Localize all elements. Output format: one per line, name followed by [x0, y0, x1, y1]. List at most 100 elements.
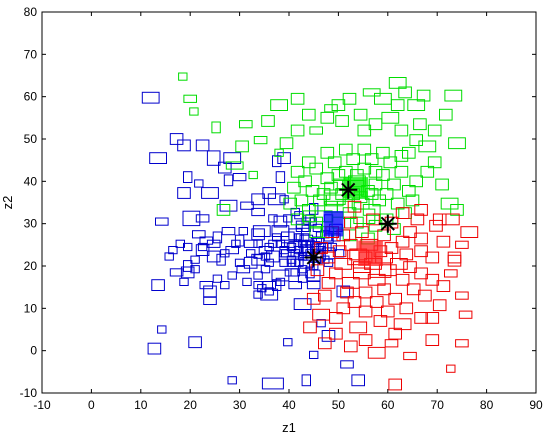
data-point-box	[275, 171, 286, 183]
data-point-box	[405, 194, 420, 207]
data-point-box	[305, 266, 315, 279]
data-point-box	[253, 136, 268, 145]
data-point-box	[268, 214, 278, 223]
data-point-box	[384, 339, 399, 348]
data-point-box	[413, 118, 427, 131]
data-point-box	[439, 108, 453, 121]
data-point-box	[347, 200, 362, 213]
data-point-box	[414, 267, 428, 280]
data-point-box	[306, 281, 321, 290]
y-tick-label: 20	[24, 259, 38, 273]
data-point-box	[329, 312, 343, 324]
data-point-box	[197, 242, 208, 252]
data-point-box	[251, 253, 265, 266]
plot-area	[41, 11, 537, 394]
y-tick-label: 60	[24, 90, 38, 104]
data-point-box	[195, 214, 210, 223]
data-point-box	[305, 185, 320, 197]
data-point-box	[425, 334, 440, 347]
data-point-box	[416, 89, 431, 102]
data-point-box	[309, 350, 319, 359]
data-point-box	[331, 169, 346, 181]
data-point-box	[219, 199, 238, 212]
data-point-box	[309, 162, 323, 175]
data-point-box	[336, 302, 351, 315]
data-point-box	[211, 121, 221, 134]
data-point-box	[329, 327, 343, 340]
y-tick-label: -10	[20, 386, 38, 400]
data-point-box	[257, 284, 267, 293]
data-point-box	[351, 374, 365, 387]
data-point-box	[297, 239, 308, 248]
data-point-box	[427, 156, 442, 169]
data-point-box	[353, 108, 368, 121]
data-point-box	[253, 239, 263, 248]
data-point-box	[407, 99, 426, 111]
data-point-box	[369, 296, 384, 308]
data-point-box	[194, 179, 204, 188]
data-point-box	[327, 242, 337, 252]
data-point-box	[414, 204, 428, 216]
data-point-box	[427, 124, 442, 137]
data-point-box	[178, 72, 188, 81]
data-point-box	[235, 140, 249, 153]
data-point-box	[425, 251, 440, 264]
data-point-box	[141, 91, 160, 104]
data-point-box	[279, 258, 289, 267]
data-point-box	[192, 230, 206, 239]
data-point-box	[281, 231, 295, 244]
data-point-box	[448, 137, 466, 150]
data-point-box	[347, 296, 362, 308]
x-tick-label: 0	[88, 398, 95, 412]
data-point-box	[234, 258, 245, 267]
data-point-box	[450, 204, 464, 216]
centroid-star	[304, 248, 323, 267]
data-point-box	[151, 279, 165, 292]
data-point-box	[168, 246, 178, 255]
data-point-box	[177, 187, 191, 199]
data-point-box	[203, 285, 217, 298]
y-tick-label: 40	[24, 174, 38, 188]
x-axis-label: z1	[282, 420, 296, 435]
data-point-box	[444, 89, 463, 102]
x-axis: -10 0 10 20 30 40 50 60 70 80 90	[33, 12, 543, 412]
data-point-box	[432, 299, 447, 312]
data-point-box	[339, 143, 353, 156]
data-point-box	[399, 248, 414, 261]
data-point-box	[355, 226, 369, 238]
data-point-box	[188, 336, 202, 349]
data-point-box	[169, 268, 184, 277]
data-point-box	[283, 338, 293, 347]
data-point-box	[384, 242, 399, 254]
data-point-box	[395, 273, 410, 286]
x-tick-label: 30	[233, 398, 247, 412]
data-point-box	[340, 360, 354, 369]
data-point-box	[344, 216, 358, 229]
data-point-box	[190, 265, 200, 274]
data-point-box	[368, 178, 383, 191]
data-point-box	[227, 376, 237, 385]
data-point-box	[306, 292, 321, 305]
data-point-box	[266, 250, 280, 263]
data-point-box	[321, 277, 336, 289]
dense-cluster-core	[343, 177, 368, 199]
data-point-box	[377, 283, 391, 296]
data-point-box	[340, 286, 354, 299]
data-point-box	[260, 265, 271, 274]
y-tick-label: 80	[24, 5, 38, 19]
data-point-box	[367, 273, 386, 286]
data-point-box	[286, 258, 297, 267]
data-point-box	[455, 339, 469, 348]
data-point-box	[394, 165, 409, 178]
data-point-box	[218, 161, 232, 174]
data-point-box	[436, 280, 451, 293]
data-point-box	[175, 239, 186, 248]
data-point-box	[353, 208, 376, 225]
data-point-box	[243, 239, 258, 248]
data-marks	[141, 72, 479, 391]
data-point-box	[177, 139, 191, 152]
data-point-box	[294, 246, 304, 255]
data-point-box	[358, 305, 373, 318]
data-point-box	[212, 231, 223, 244]
data-point-box	[321, 330, 336, 342]
